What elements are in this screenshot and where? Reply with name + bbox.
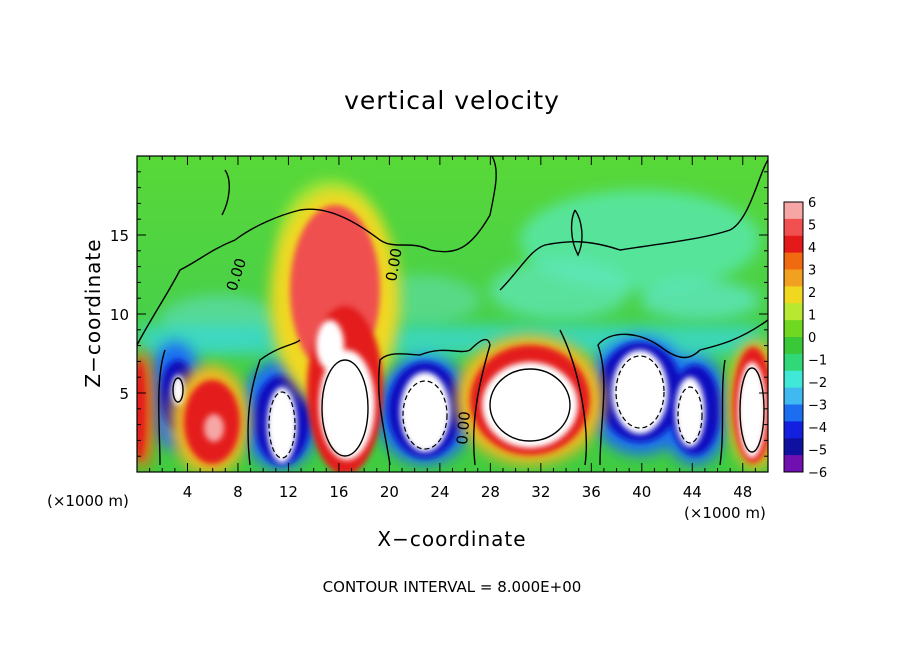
x-tick-label: 28 bbox=[481, 483, 500, 501]
colorbar-tick-label: −1 bbox=[808, 354, 827, 369]
colorbar-band bbox=[784, 337, 803, 355]
colorbar-tick-label: −4 bbox=[808, 421, 827, 436]
colorbar-band bbox=[784, 438, 803, 456]
colorbar-band bbox=[784, 252, 803, 270]
colorbar-band bbox=[784, 269, 803, 287]
x-tick-label: 40 bbox=[632, 483, 651, 501]
x-tick-label: 20 bbox=[380, 483, 399, 501]
colorbar: 6 5 4 3 2 1 0 −1 −2 −3 −4 −5 −6 bbox=[783, 196, 827, 481]
negative-contours bbox=[268, 355, 703, 459]
colorbar-tick-label: 6 bbox=[808, 196, 816, 211]
colorbar-tick-label: −6 bbox=[808, 466, 827, 481]
colorbar-band bbox=[784, 218, 803, 237]
contour-label-2: 0.00 bbox=[382, 247, 406, 283]
colorbar-band bbox=[784, 404, 803, 422]
colorbar-tick-label: 0 bbox=[808, 331, 816, 346]
y-axis-ticks: 5 10 15 bbox=[110, 171, 768, 457]
colorbar-band bbox=[784, 421, 803, 439]
colorbar-tick-label: 4 bbox=[808, 241, 816, 256]
x-tick-label: 44 bbox=[683, 483, 702, 501]
x-tick-label: 16 bbox=[329, 483, 348, 501]
y-tick-label: 15 bbox=[110, 227, 129, 245]
contour-interval-label: CONTOUR INTERVAL = 8.000E+00 bbox=[322, 578, 582, 596]
y-tick-label: 5 bbox=[119, 385, 129, 403]
x-unit-label-right: (×1000 m) bbox=[684, 504, 766, 522]
x-tick-label: 4 bbox=[183, 483, 193, 501]
x-axis-ticks: 4 8 12 16 20 24 28 32 36 40 44 48 bbox=[149, 156, 756, 501]
colorbar-tick-label: 1 bbox=[808, 309, 816, 324]
chart-title: vertical velocity bbox=[344, 86, 560, 115]
x-tick-label: 48 bbox=[733, 483, 752, 501]
x-tick-label: 36 bbox=[582, 483, 601, 501]
heatmap-field: 0.00 0.00 0.00 bbox=[137, 156, 768, 472]
colorbar-tick-label: −5 bbox=[808, 444, 827, 459]
contour-label-3: 0.00 bbox=[453, 411, 474, 446]
x-axis-label: X−coordinate bbox=[0, 527, 904, 551]
colorbar-band bbox=[784, 202, 803, 220]
colorbar-tick-label: −3 bbox=[808, 399, 827, 414]
colorbar-band bbox=[784, 370, 803, 389]
colorbar-tick-label: 3 bbox=[808, 264, 816, 279]
colorbar-tick-label: −2 bbox=[808, 376, 827, 391]
colorbar-band bbox=[784, 353, 803, 372]
x-tick-label: 8 bbox=[233, 483, 243, 501]
colorbar-band bbox=[784, 286, 803, 304]
colorbar-band bbox=[784, 303, 803, 321]
colorbar-band bbox=[784, 387, 803, 405]
x-unit-label-left: (×1000 m) bbox=[47, 492, 129, 510]
colorbar-band bbox=[784, 320, 803, 338]
y-tick-label: 10 bbox=[110, 306, 129, 324]
colorbar-frame bbox=[783, 201, 804, 473]
x-tick-label: 12 bbox=[279, 483, 298, 501]
x-tick-label: 32 bbox=[531, 483, 550, 501]
colorbar-tick-label: 2 bbox=[808, 286, 816, 301]
colorbar-tick-label: 5 bbox=[808, 219, 816, 234]
colorbar-band bbox=[784, 455, 803, 473]
colorbar-band bbox=[784, 235, 803, 254]
x-tick-label: 24 bbox=[430, 483, 449, 501]
contour-lines bbox=[137, 156, 768, 466]
x-axis-label-text: X−coordinate bbox=[377, 527, 527, 551]
